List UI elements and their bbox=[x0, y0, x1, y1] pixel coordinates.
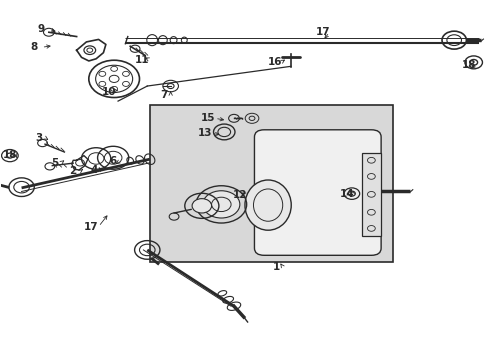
Text: 17: 17 bbox=[315, 27, 329, 37]
Text: 4: 4 bbox=[91, 165, 98, 175]
Text: 8: 8 bbox=[31, 42, 38, 52]
Text: 12: 12 bbox=[232, 190, 246, 200]
Bar bbox=[149, 105, 392, 262]
Text: 17: 17 bbox=[84, 222, 99, 231]
Bar bbox=[361, 153, 380, 235]
Text: 9: 9 bbox=[38, 24, 44, 35]
Text: 5: 5 bbox=[51, 158, 58, 168]
Circle shape bbox=[192, 199, 211, 213]
Text: 2: 2 bbox=[69, 166, 77, 176]
Text: 11: 11 bbox=[135, 55, 149, 65]
Text: 7: 7 bbox=[161, 90, 168, 100]
Text: 6: 6 bbox=[109, 156, 117, 166]
Ellipse shape bbox=[244, 180, 291, 230]
Text: 3: 3 bbox=[36, 133, 42, 143]
Text: 18: 18 bbox=[2, 150, 17, 160]
Text: 1: 1 bbox=[272, 262, 280, 272]
Text: 15: 15 bbox=[201, 113, 215, 123]
Text: 10: 10 bbox=[102, 87, 116, 97]
FancyBboxPatch shape bbox=[254, 130, 380, 255]
Text: 14: 14 bbox=[339, 189, 354, 199]
Text: 13: 13 bbox=[197, 129, 212, 138]
Circle shape bbox=[203, 191, 239, 218]
Text: 16: 16 bbox=[267, 57, 282, 67]
Text: 18: 18 bbox=[461, 60, 475, 70]
